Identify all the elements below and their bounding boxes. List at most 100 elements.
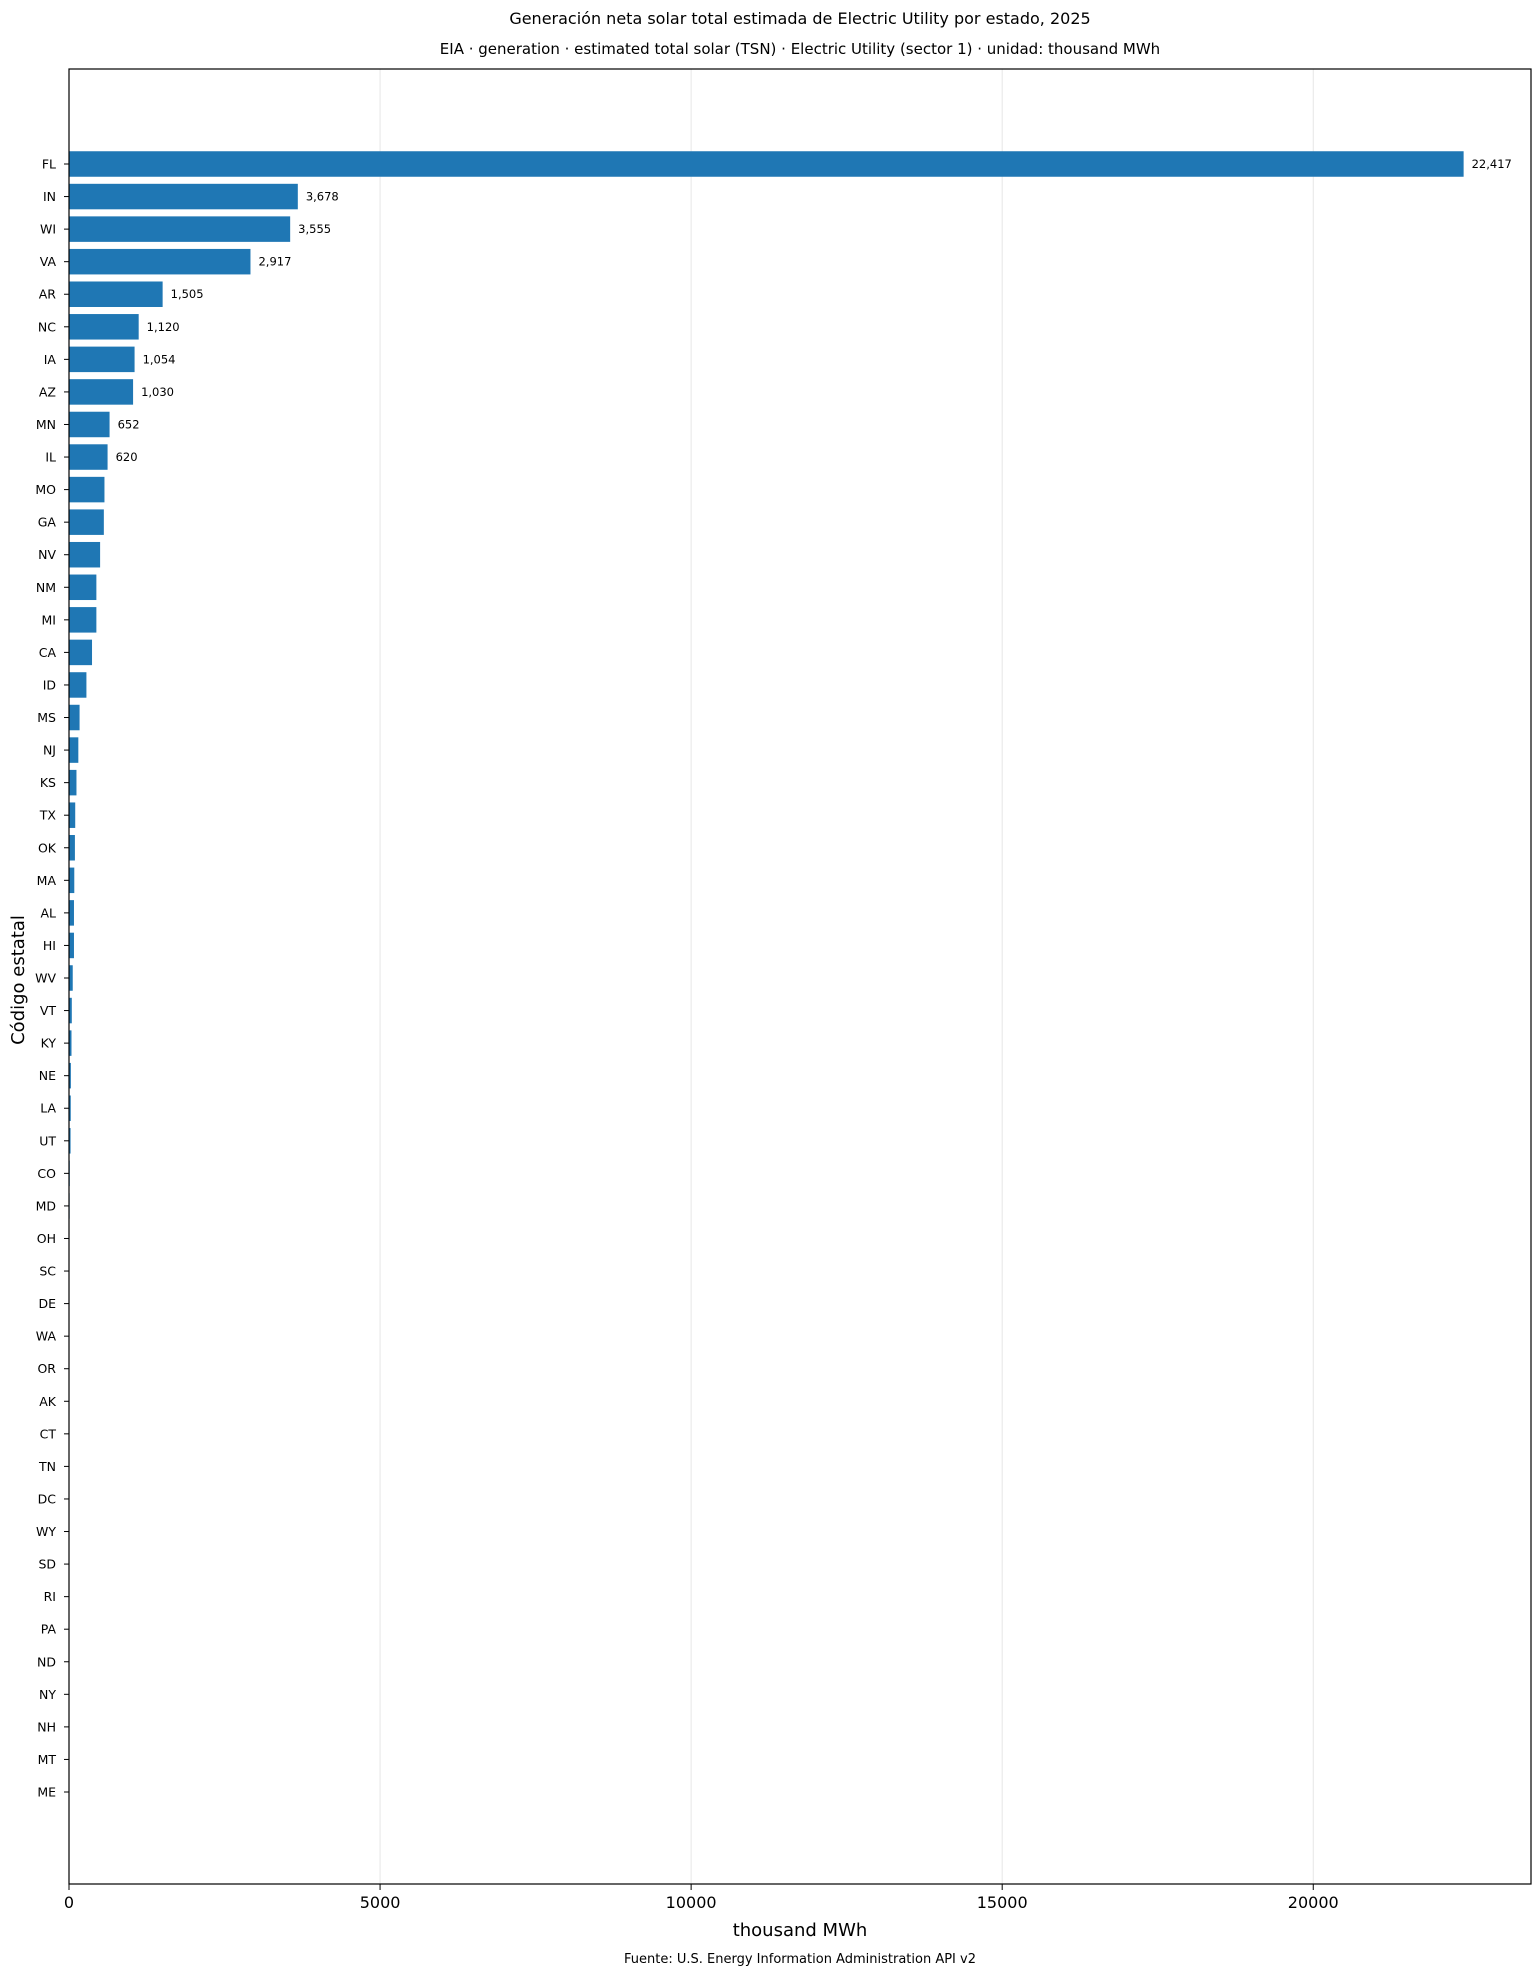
y-tick-label: ND [37,1654,56,1669]
bar-wi [69,216,291,242]
chart-title: Generación neta solar total estimada de … [509,9,1090,28]
y-tick-label: NH [37,1719,56,1734]
y-tick-label: ME [37,1785,56,1800]
y-tick-label: CA [39,645,57,660]
bar-va [69,248,251,275]
data-label: 1,030 [141,385,174,399]
x-axis-ticks: 0 5000 10000 15000 20000 [64,1884,1339,1912]
data-label: 3,678 [306,190,339,204]
bar-fl [69,151,1464,177]
y-tick-label: NY [39,1687,56,1702]
y-tick-label: OR [37,1361,56,1376]
bar-ky [69,1030,72,1056]
y-tick-label: OH [37,1231,56,1246]
y-tick-label: MD [36,1198,56,1213]
bar-nj [69,737,79,763]
data-label: 620 [116,450,138,464]
bar-il [69,444,108,470]
y-tick-label: TN [38,1459,56,1474]
y-tick-label: CO [37,1166,56,1181]
y-tick-label: IN [43,189,56,204]
bar-ar [69,281,163,307]
bar-nc [69,314,139,340]
bar-la [69,1095,71,1121]
y-tick-label: KY [41,1036,57,1051]
bar-ia [69,346,135,373]
bar-ca [69,639,93,666]
y-tick-label: KS [40,775,56,790]
source-note: Fuente: U.S. Energy Information Administ… [624,1952,976,1967]
y-tick-label: DC [38,1491,57,1506]
y-tick-label: MN [36,417,56,432]
plot-frame [68,68,1532,1885]
y-tick-label: WA [36,1329,57,1344]
bar-id [69,672,87,698]
y-tick-label: HI [43,938,56,953]
y-tick-label: IL [45,450,56,465]
y-tick-label: SD [38,1557,56,1572]
bar-ne [69,1062,71,1089]
y-tick-label: LA [40,1101,56,1116]
y-tick-label: AR [39,287,57,302]
bar-mi [69,607,97,633]
y-tick-label: VT [40,1003,57,1018]
bar-ks [69,769,77,796]
y-tick-label: AK [39,1394,57,1409]
y-tick-label: TX [39,808,57,823]
y-tick-label: MO [35,482,56,497]
y-tick-label: MI [42,612,56,627]
bar-labels: 22,417 3,678 3,555 2,917 1,505 1,120 1,054 1,03… [116,157,1512,464]
bar-mn [69,411,110,438]
x-tick-label: 5000 [360,1893,401,1912]
y-tick-label: IA [44,352,57,367]
y-axis-ticks: FL IN WI VA AR NC IA AZ MN IL MO GA NV NM MI CA ID MS NJ KS… [35,157,69,1800]
x-tick-label: 15000 [977,1893,1028,1912]
bar-az [69,379,134,405]
bar-hi [69,932,74,959]
bar-vt [69,997,72,1024]
y-tick-label: MS [37,710,56,725]
x-tick-label: 10000 [666,1893,717,1912]
y-tick-label: NJ [43,743,56,758]
x-tick-label: 0 [64,1893,74,1912]
data-label: 2,917 [258,255,291,269]
y-tick-label: FL [42,157,56,172]
y-tick-label: AL [40,905,56,920]
bar-nm [69,574,97,601]
y-tick-label: OK [38,840,57,855]
bar-mo [69,476,105,503]
y-tick-label: NC [38,319,56,334]
bars [69,151,1464,1773]
grid-lines [379,69,1314,1884]
y-tick-label: WV [35,971,56,986]
y-tick-label: WY [36,1524,56,1539]
y-tick-label: WI [40,222,56,237]
y-tick-label: VA [40,254,57,269]
data-label: 652 [118,417,140,431]
data-label: 1,505 [171,287,204,301]
bar-nv [69,541,101,568]
x-tick-label: 20000 [1288,1893,1339,1912]
data-label: 22,417 [1472,157,1512,171]
bar-tx [69,802,76,828]
bar-ga [69,509,104,535]
bar-wv [69,965,73,991]
bar-ms [69,704,80,731]
y-tick-label: NV [38,547,56,562]
y-tick-label: CT [40,1426,57,1441]
y-tick-label: DE [38,1296,56,1311]
x-axis-label: thousand MWh [733,1920,868,1941]
data-label: 3,555 [298,222,331,236]
y-tick-label: AZ [39,384,56,399]
y-tick-label: NM [36,580,56,595]
chart-subtitle: EIA · generation · estimated total solar… [440,40,1160,58]
bar-ma [69,867,75,894]
data-label: 1,054 [143,352,176,366]
bar-ok [69,835,75,861]
y-tick-label: PA [41,1622,57,1637]
y-tick-label: MT [38,1752,57,1767]
y-tick-label: NE [39,1068,56,1083]
y-tick-label: UT [39,1133,56,1148]
y-tick-label: SC [39,1264,56,1279]
